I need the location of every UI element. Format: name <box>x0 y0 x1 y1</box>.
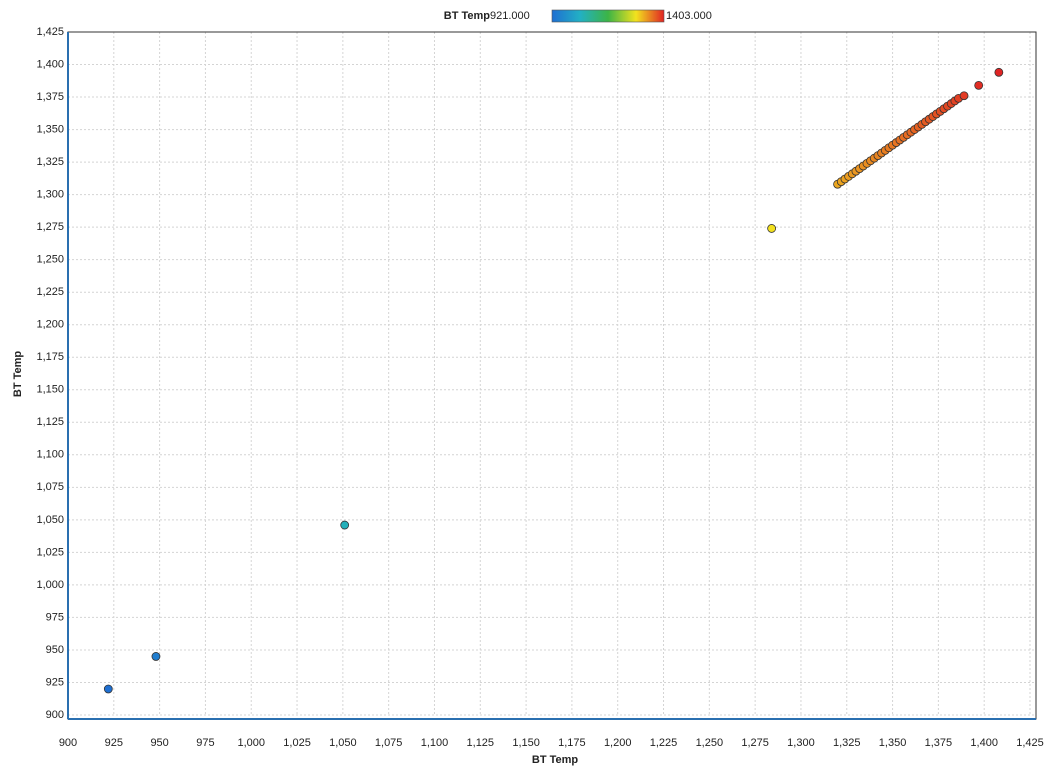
y-tick-label: 1,175 <box>36 351 64 363</box>
y-tick-label: 1,225 <box>36 286 64 298</box>
x-tick-label: 900 <box>59 737 77 749</box>
y-tick-label: 1,150 <box>36 384 64 396</box>
x-tick-label: 1,025 <box>283 737 311 749</box>
x-tick-label: 1,100 <box>421 737 449 749</box>
y-tick-label: 900 <box>46 709 64 721</box>
y-tick-label: 1,275 <box>36 221 64 233</box>
colorbar-max-label: 1403.000 <box>666 10 712 22</box>
x-tick-label: 1,225 <box>650 737 678 749</box>
x-tick-label: 1,150 <box>512 737 540 749</box>
colorbar-title: BT Temp <box>444 10 491 22</box>
y-tick-label: 1,400 <box>36 58 64 70</box>
x-tick-label: 1,375 <box>925 737 953 749</box>
x-tick-label: 1,050 <box>329 737 357 749</box>
y-tick-label: 1,025 <box>36 546 64 558</box>
colorbar-min-label: 921.000 <box>490 10 530 22</box>
colorbar <box>552 10 664 22</box>
x-tick-label: 925 <box>105 737 123 749</box>
x-tick-label: 1,250 <box>696 737 724 749</box>
x-tick-label: 1,350 <box>879 737 907 749</box>
y-tick-label: 1,300 <box>36 189 64 201</box>
point <box>104 685 112 693</box>
y-tick-label: 1,250 <box>36 254 64 266</box>
y-tick-label: 1,050 <box>36 514 64 526</box>
point <box>152 652 160 660</box>
y-tick-label: 1,350 <box>36 123 64 135</box>
point <box>960 92 968 100</box>
plot-frame <box>68 32 1036 719</box>
point <box>975 81 983 89</box>
y-tick-label: 1,000 <box>36 579 64 591</box>
x-tick-label: 1,175 <box>558 737 586 749</box>
y-axis-label: BT Temp <box>12 351 24 398</box>
point <box>341 521 349 529</box>
y-tick-label: 1,375 <box>36 91 64 103</box>
x-tick-label: 1,425 <box>1016 737 1044 749</box>
x-tick-label: 1,125 <box>467 737 495 749</box>
y-tick-label: 1,125 <box>36 416 64 428</box>
y-tick-label: 925 <box>46 676 64 688</box>
x-tick-label: 1,075 <box>375 737 403 749</box>
x-tick-label: 950 <box>150 737 168 749</box>
x-tick-label: 1,000 <box>237 737 265 749</box>
y-tick-label: 1,325 <box>36 156 64 168</box>
chart: BT Temp 921.000 1403.000 BT Temp BT Temp… <box>0 0 1054 771</box>
x-tick-label: 1,200 <box>604 737 632 749</box>
y-tick-label: 1,100 <box>36 449 64 461</box>
x-axis-label: BT Temp <box>532 754 579 766</box>
x-tick-label: 1,325 <box>833 737 861 749</box>
x-tick-label: 1,400 <box>970 737 998 749</box>
point <box>995 68 1003 76</box>
y-tick-label: 975 <box>46 611 64 623</box>
y-tick-label: 1,075 <box>36 481 64 493</box>
y-tick-label: 1,425 <box>36 26 64 38</box>
x-tick-label: 1,300 <box>787 737 815 749</box>
point <box>768 224 776 232</box>
x-tick-label: 975 <box>196 737 214 749</box>
x-tick-label: 1,275 <box>741 737 769 749</box>
y-tick-label: 950 <box>46 644 64 656</box>
y-tick-label: 1,200 <box>36 319 64 331</box>
